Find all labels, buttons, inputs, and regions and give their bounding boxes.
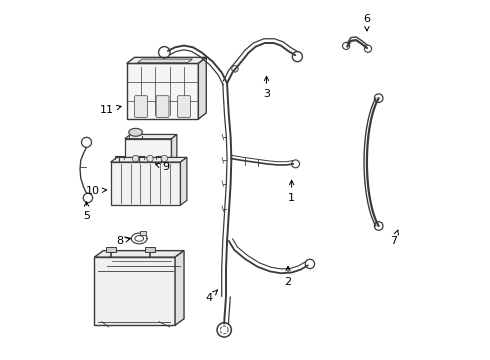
Polygon shape	[126, 63, 198, 119]
Text: 6: 6	[364, 14, 370, 31]
Polygon shape	[111, 157, 187, 162]
Text: 8: 8	[116, 236, 130, 246]
Polygon shape	[95, 251, 184, 257]
Text: 10: 10	[86, 186, 107, 196]
Polygon shape	[137, 59, 193, 63]
Bar	[105, 247, 116, 252]
Polygon shape	[198, 57, 206, 119]
Text: 3: 3	[263, 76, 270, 99]
FancyBboxPatch shape	[135, 96, 147, 117]
Text: 7: 7	[390, 230, 398, 246]
Polygon shape	[172, 134, 177, 167]
Text: 4: 4	[206, 290, 218, 303]
Polygon shape	[175, 251, 184, 325]
Polygon shape	[180, 157, 187, 205]
Text: 1: 1	[288, 180, 295, 203]
Bar	[140, 230, 147, 235]
Text: 2: 2	[285, 266, 292, 287]
Ellipse shape	[129, 129, 143, 136]
FancyBboxPatch shape	[156, 96, 169, 117]
Polygon shape	[126, 57, 206, 63]
Polygon shape	[95, 257, 175, 325]
Bar	[145, 247, 155, 252]
Polygon shape	[125, 139, 172, 167]
FancyBboxPatch shape	[177, 96, 191, 117]
Text: 5: 5	[83, 202, 90, 221]
Polygon shape	[111, 162, 180, 205]
Circle shape	[132, 155, 139, 162]
Circle shape	[161, 155, 168, 162]
Text: 9: 9	[155, 162, 170, 172]
Circle shape	[147, 155, 153, 162]
Polygon shape	[125, 134, 177, 139]
Text: 11: 11	[100, 105, 121, 115]
